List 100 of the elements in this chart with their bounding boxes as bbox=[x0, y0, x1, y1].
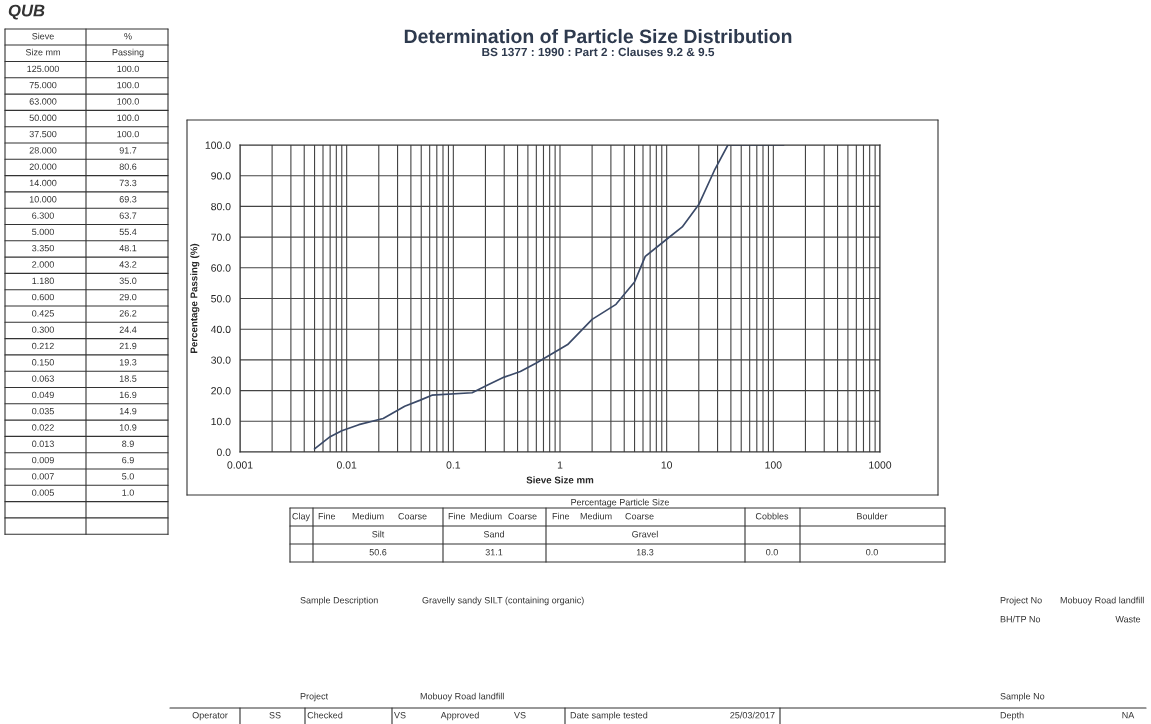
text: 6.9 bbox=[122, 456, 134, 464]
text: Boulder bbox=[857, 512, 888, 520]
text: Approved bbox=[440, 711, 479, 721]
y-tick-label: 40.0 bbox=[210, 325, 231, 334]
text: Fine bbox=[448, 512, 466, 520]
text: Size mm bbox=[25, 48, 60, 56]
text: 50.6 bbox=[369, 549, 387, 556]
y-tick-label: 60.0 bbox=[211, 264, 231, 272]
text: 100.0 bbox=[117, 98, 139, 105]
text: 18.3 bbox=[636, 549, 654, 556]
text: Gravelly sandy SILT (containing organic) bbox=[422, 596, 584, 606]
text: 100.0 bbox=[117, 81, 139, 89]
text: 125.000 bbox=[27, 65, 59, 73]
x-tick-label: 0.001 bbox=[227, 461, 253, 469]
text: 0.009 bbox=[32, 456, 54, 464]
y-tick-label: 20.0 bbox=[211, 387, 231, 395]
text: Depth bbox=[1000, 711, 1024, 721]
text: Waste bbox=[1115, 616, 1141, 623]
text: Sample No bbox=[1000, 692, 1045, 702]
x-tick-label: 10 bbox=[661, 461, 673, 469]
text: Silt bbox=[372, 530, 385, 538]
text: 0.035 bbox=[32, 407, 54, 415]
text: 0.425 bbox=[32, 310, 54, 317]
text: 100.0 bbox=[117, 130, 139, 138]
text: Sieve bbox=[32, 32, 54, 40]
y-tick-label: 70.0 bbox=[211, 233, 231, 241]
text: 24.4 bbox=[119, 326, 137, 333]
text: 0.212 bbox=[32, 342, 54, 350]
text: 55.4 bbox=[119, 228, 137, 236]
text: 8.9 bbox=[122, 440, 134, 447]
text: 0.013 bbox=[32, 440, 54, 447]
text: Mobuoy Road landfill bbox=[1060, 596, 1144, 606]
text: Operator bbox=[192, 712, 228, 721]
x-axis-title: Sieve Size mm bbox=[526, 476, 594, 484]
text: 35.0 bbox=[119, 277, 137, 284]
text: 14.000 bbox=[29, 179, 57, 187]
text: Cobbles bbox=[755, 512, 789, 520]
text: 0.049 bbox=[32, 391, 54, 399]
text: 0.0 bbox=[766, 549, 778, 556]
text: VS bbox=[394, 712, 406, 719]
text: Sand bbox=[483, 530, 504, 538]
text: 16.9 bbox=[119, 391, 137, 399]
text: 1.180 bbox=[32, 277, 54, 284]
text: Fine bbox=[318, 512, 336, 520]
text: 0.150 bbox=[32, 359, 54, 366]
text: 37.500 bbox=[29, 130, 57, 138]
text: Fine bbox=[552, 512, 570, 520]
text: Mobuoy Road landfill bbox=[420, 692, 504, 702]
text: Sample Description bbox=[300, 596, 378, 606]
text: Percentage Particle Size bbox=[571, 498, 670, 508]
text: 1.0 bbox=[122, 489, 134, 496]
text: Coarse bbox=[625, 513, 654, 520]
text: 63.7 bbox=[119, 212, 137, 219]
text: 50.000 bbox=[29, 114, 57, 121]
text: BH/TP No bbox=[1000, 615, 1041, 623]
text: 100.0 bbox=[117, 65, 139, 73]
text: 2.000 bbox=[32, 261, 54, 268]
text: 80.6 bbox=[119, 163, 137, 170]
y-tick-label: 90.0 bbox=[211, 172, 231, 180]
text: Medium bbox=[352, 512, 384, 520]
y-tick-label: 50.0 bbox=[211, 295, 231, 303]
x-tick-label: 1 bbox=[557, 461, 563, 469]
y-axis-title: Percentage Passing (%) bbox=[190, 243, 200, 353]
text: SS bbox=[269, 712, 281, 719]
text: 69.3 bbox=[119, 196, 137, 203]
text: 0.600 bbox=[32, 293, 54, 301]
text: Passing bbox=[112, 48, 144, 58]
text: 0.0 bbox=[866, 549, 878, 556]
text: 0.063 bbox=[32, 375, 54, 382]
text: 10.000 bbox=[29, 196, 57, 203]
text: % bbox=[124, 33, 132, 40]
text: VS bbox=[514, 712, 526, 719]
text: 0.022 bbox=[32, 424, 54, 431]
text: 43.2 bbox=[119, 261, 137, 268]
text: 28.000 bbox=[29, 147, 57, 154]
text: Checked bbox=[307, 711, 343, 719]
text: 3.350 bbox=[32, 244, 54, 252]
text: Clay bbox=[292, 512, 311, 522]
text: 31.1 bbox=[485, 549, 503, 556]
text: Date sample tested bbox=[570, 711, 648, 721]
text: 75.000 bbox=[29, 81, 57, 89]
text: Coarse bbox=[398, 513, 427, 520]
text: 48.1 bbox=[119, 244, 137, 252]
text: 73.3 bbox=[119, 179, 137, 187]
text: 0.007 bbox=[32, 473, 54, 480]
text: 14.9 bbox=[119, 407, 137, 415]
text: 21.9 bbox=[119, 342, 137, 350]
y-tick-label: 0.0 bbox=[216, 448, 231, 456]
text: 26.2 bbox=[119, 310, 137, 317]
y-tick-label: 30.0 bbox=[211, 356, 231, 364]
text: 0.300 bbox=[32, 326, 54, 333]
text: 0.005 bbox=[32, 489, 54, 496]
text: 18.5 bbox=[119, 375, 137, 382]
text: 19.3 bbox=[119, 359, 137, 366]
x-tick-label: 0.1 bbox=[446, 461, 461, 469]
text: 25/03/2017 bbox=[730, 711, 775, 719]
text: Coarse bbox=[508, 513, 537, 520]
text: 100.0 bbox=[117, 114, 139, 121]
x-tick-label: 1000 bbox=[869, 461, 892, 469]
text: 5.0 bbox=[122, 473, 134, 480]
